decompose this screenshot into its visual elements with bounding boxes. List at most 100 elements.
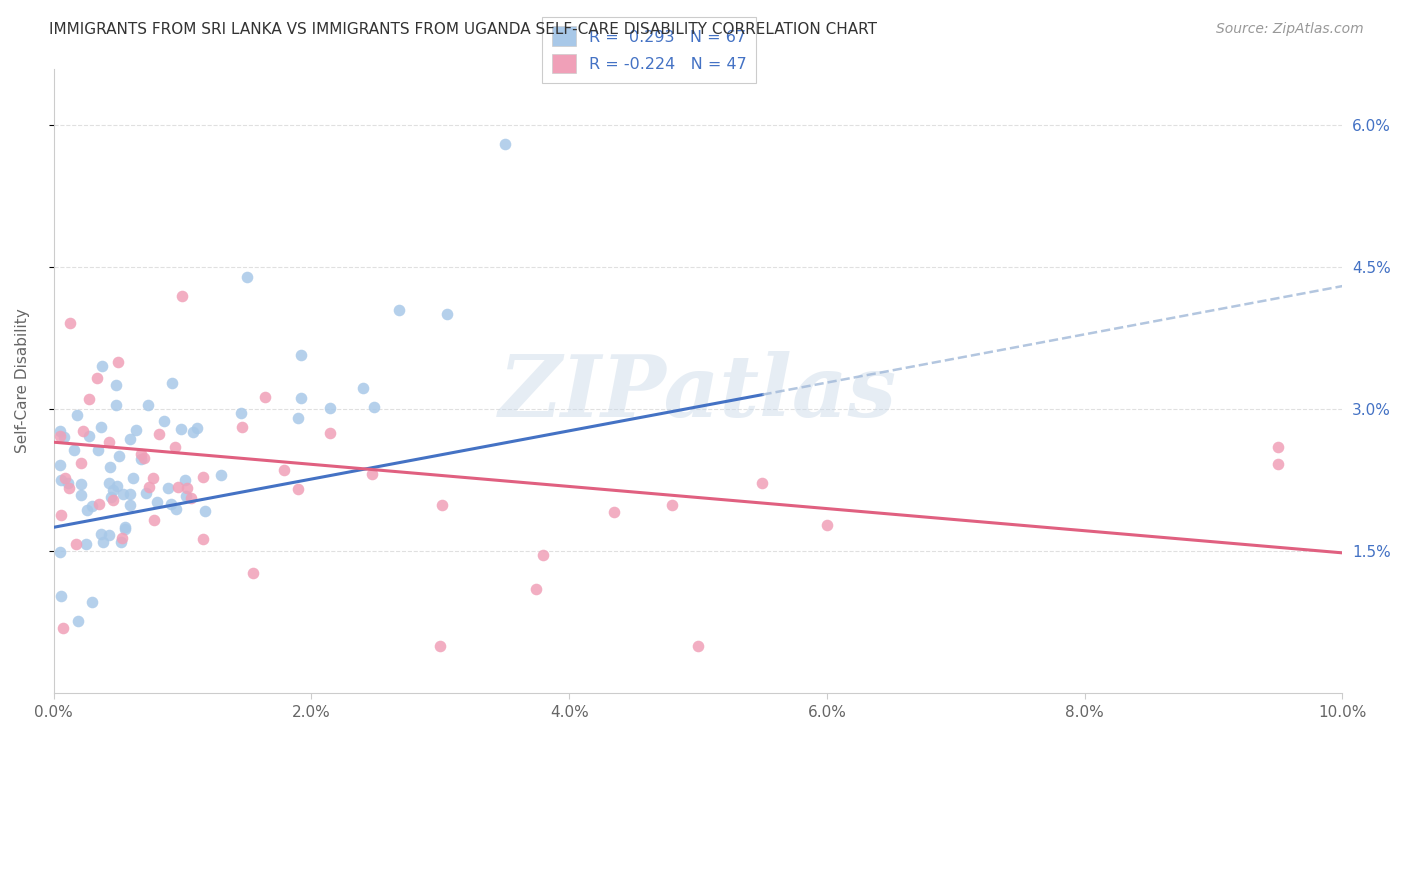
Point [65, 537, 87, 551]
Point [67, 614, 90, 628]
Point [58, 481, 80, 495]
Point [51, 474, 73, 488]
Point [363, 400, 385, 414]
Point [80, 499, 103, 513]
Point [76, 502, 98, 516]
Point [352, 381, 374, 395]
Point [319, 425, 342, 440]
Point [70, 456, 93, 470]
Point [142, 471, 165, 485]
Point [100, 490, 122, 504]
Point [69, 488, 91, 502]
Point [49, 589, 72, 603]
Point [1267, 458, 1289, 472]
Point [77, 429, 100, 443]
Point [430, 498, 453, 512]
Point [89, 497, 111, 511]
Point [174, 489, 197, 503]
Point [191, 469, 214, 483]
Point [118, 498, 141, 512]
Text: Source: ZipAtlas.com: Source: ZipAtlas.com [1216, 22, 1364, 37]
Point [603, 505, 626, 519]
Point [105, 479, 128, 493]
Point [51, 508, 73, 522]
Point [242, 566, 264, 580]
Point [388, 303, 411, 318]
Point [70, 477, 93, 491]
Point [156, 481, 179, 495]
Point [138, 480, 160, 494]
Point [87, 443, 110, 458]
Point [661, 498, 683, 512]
Point [90, 359, 112, 374]
Point [86, 371, 108, 385]
Point [290, 348, 312, 362]
Point [75, 537, 97, 551]
Y-axis label: Self-Care Disability: Self-Care Disability [15, 309, 30, 453]
Point [191, 533, 214, 547]
Point [91, 534, 114, 549]
Point [58, 476, 80, 491]
Point [52, 621, 75, 635]
Point [436, 307, 458, 321]
Point [166, 480, 188, 494]
Point [815, 518, 838, 533]
Point [97, 476, 120, 491]
Point [118, 487, 141, 501]
Point [318, 401, 340, 415]
Point [72, 425, 94, 439]
Point [531, 548, 554, 562]
Point [110, 535, 132, 549]
Point [148, 426, 170, 441]
Point [120, 432, 142, 446]
Point [129, 452, 152, 467]
Point [429, 639, 451, 653]
Point [686, 639, 709, 653]
Point [136, 398, 159, 412]
Point [254, 390, 277, 404]
Point [181, 425, 204, 440]
Point [236, 269, 259, 284]
Point [101, 483, 124, 497]
Point [53, 471, 76, 485]
Point [107, 355, 129, 369]
Point [98, 459, 121, 474]
Point [90, 420, 112, 434]
Point [231, 406, 253, 420]
Point [273, 462, 295, 476]
Point [132, 451, 155, 466]
Text: ZIPatlas: ZIPatlas [499, 351, 897, 435]
Point [101, 493, 124, 508]
Point [112, 487, 135, 501]
Point [180, 491, 202, 505]
Point [186, 420, 208, 434]
Point [494, 137, 516, 152]
Point [231, 420, 253, 434]
Point [122, 471, 145, 485]
Point [49, 545, 72, 559]
Point [172, 288, 194, 302]
Point [63, 442, 86, 457]
Point [160, 376, 183, 391]
Text: IMMIGRANTS FROM SRI LANKA VS IMMIGRANTS FROM UGANDA SELF-CARE DISABILITY CORRELA: IMMIGRANTS FROM SRI LANKA VS IMMIGRANTS … [49, 22, 877, 37]
Point [49, 425, 72, 439]
Point [114, 520, 136, 534]
Point [193, 504, 215, 518]
Point [751, 476, 773, 491]
Point [129, 447, 152, 461]
Point [49, 458, 72, 472]
Point [153, 414, 176, 428]
Point [104, 377, 127, 392]
Point [176, 481, 198, 495]
Point [290, 392, 312, 406]
Point [160, 497, 183, 511]
Point [287, 411, 309, 425]
Point [170, 422, 193, 436]
Point [146, 495, 169, 509]
Point [82, 595, 104, 609]
Point [111, 531, 134, 545]
Point [124, 423, 146, 437]
Point [52, 429, 75, 443]
Point [143, 513, 166, 527]
Point [524, 582, 547, 597]
